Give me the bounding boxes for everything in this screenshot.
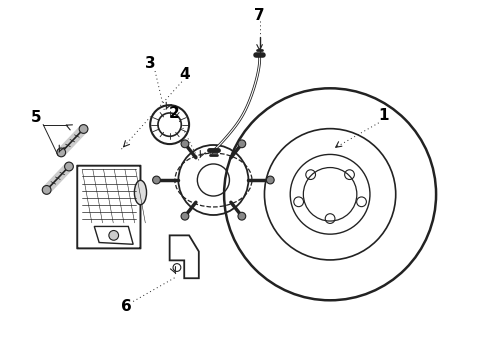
Text: 4: 4 — [179, 67, 190, 82]
Text: 2: 2 — [169, 107, 180, 121]
Text: 3: 3 — [145, 57, 155, 71]
Circle shape — [79, 125, 88, 133]
Circle shape — [109, 230, 119, 240]
Circle shape — [238, 140, 245, 148]
Circle shape — [42, 185, 51, 194]
Circle shape — [57, 148, 66, 157]
Text: 1: 1 — [378, 108, 389, 123]
Circle shape — [152, 176, 160, 184]
Text: 5: 5 — [30, 110, 41, 125]
Text: 6: 6 — [121, 299, 131, 314]
Ellipse shape — [134, 180, 147, 204]
Circle shape — [65, 162, 74, 171]
Circle shape — [181, 212, 189, 220]
Circle shape — [181, 140, 189, 148]
Text: 7: 7 — [254, 8, 265, 23]
Circle shape — [267, 176, 274, 184]
Circle shape — [238, 212, 245, 220]
